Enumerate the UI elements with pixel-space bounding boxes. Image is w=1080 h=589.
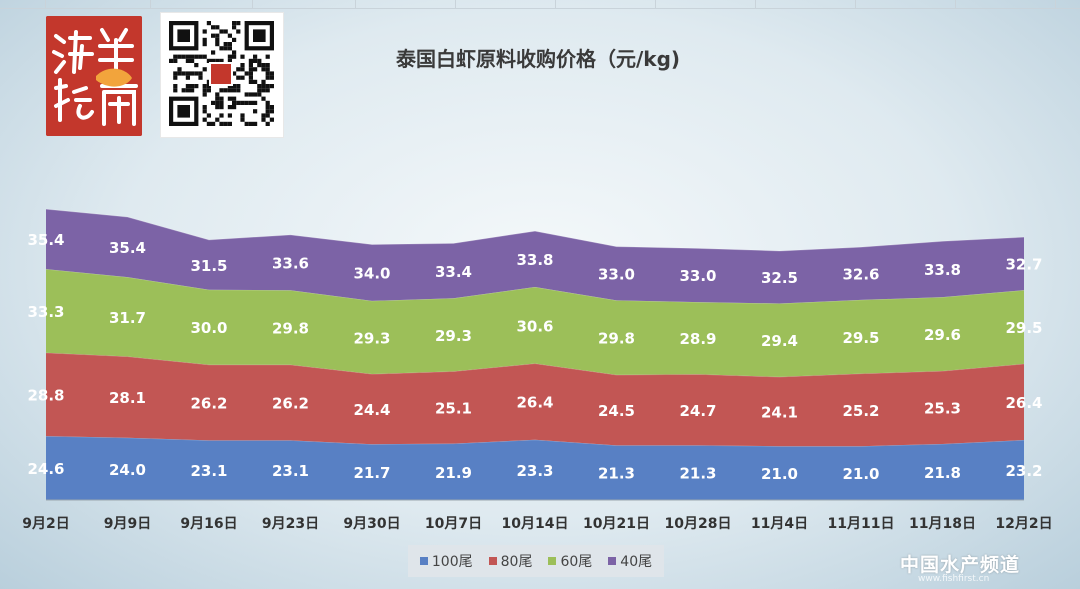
x-tick-label-6: 10月14日 (502, 516, 569, 532)
data-label-s1-12: 26.4 (1005, 394, 1042, 412)
legend-swatch-80 (488, 557, 497, 565)
legend-label-100: 100尾 (431, 554, 473, 570)
x-tick-label-12: 12月2日 (995, 516, 1052, 532)
chart-legend: 100尾 80尾 60尾 40尾 (408, 545, 664, 577)
x-tick-label-4: 9月30日 (343, 516, 400, 532)
data-label-s2-4: 29.3 (353, 329, 390, 347)
data-label-s0-9: 21.0 (761, 465, 798, 483)
data-label-s3-0: 35.4 (27, 231, 64, 249)
data-label-s3-3: 33.6 (272, 255, 309, 273)
data-label-s2-12: 29.5 (1005, 319, 1042, 337)
area-edge-3 (45, 208, 1025, 252)
area-series-group (45, 208, 1025, 500)
x-tick-label-1: 9月9日 (104, 516, 151, 532)
legend-label-40: 40尾 (620, 554, 653, 570)
data-label-s3-2: 31.5 (190, 257, 227, 275)
data-label-s1-7: 24.5 (598, 402, 635, 420)
legend-item-100: 100尾 (419, 551, 473, 571)
area-series-3 (46, 209, 1024, 304)
data-label-s1-11: 25.3 (924, 400, 961, 418)
data-label-s0-6: 23.3 (516, 462, 553, 480)
legend-item-40: 40尾 (608, 551, 652, 571)
x-tick-label-5: 10月7日 (425, 516, 482, 532)
x-tick-label-8: 10月28日 (665, 516, 732, 532)
data-label-s0-8: 21.3 (679, 465, 716, 483)
data-label-s0-12: 23.2 (1005, 462, 1042, 480)
data-label-s0-0: 24.6 (27, 460, 64, 478)
x-tick-label-0: 9月2日 (22, 516, 69, 532)
data-label-s1-2: 26.2 (190, 395, 227, 413)
data-label-s2-9: 29.4 (761, 332, 798, 350)
data-labels-group: 24.6 24.0 23.1 23.1 21.7 21.9 23.3 21.3 21.3 21.0… (27, 231, 1042, 483)
data-label-s3-5: 33.4 (435, 263, 472, 281)
data-label-s2-7: 29.8 (598, 330, 635, 348)
data-label-s0-11: 21.8 (924, 464, 961, 482)
data-label-s0-5: 21.9 (435, 464, 472, 482)
data-label-s1-5: 25.1 (435, 400, 472, 418)
top-spreadsheet-border (0, 0, 1080, 9)
x-tick-label-3: 9月23日 (262, 516, 319, 532)
legend-item-60: 60尾 (548, 551, 592, 571)
legend-label-80: 80尾 (500, 554, 533, 570)
data-label-s3-6: 33.8 (516, 251, 553, 269)
data-label-s3-7: 33.0 (598, 265, 635, 283)
data-label-s3-8: 33.0 (679, 267, 716, 285)
data-label-s3-12: 32.7 (1005, 256, 1042, 274)
legend-swatch-60 (548, 557, 557, 565)
x-tick-label-7: 10月21日 (583, 516, 650, 532)
data-label-s1-6: 26.4 (516, 394, 553, 412)
legend-swatch-100 (419, 557, 428, 565)
data-label-s1-8: 24.7 (679, 402, 716, 420)
data-label-s0-10: 21.0 (842, 465, 879, 483)
x-tick-label-2: 9月16日 (180, 516, 237, 532)
x-tick-label-10: 11月11日 (828, 516, 895, 532)
chart-title: 泰国白虾原料收购价格（元/kg) (395, 47, 680, 71)
brand-logo (46, 16, 142, 136)
data-label-s3-9: 32.5 (761, 269, 798, 287)
area-series-2 (46, 269, 1024, 377)
data-label-s2-11: 29.6 (924, 326, 961, 344)
area-series-0 (46, 436, 1024, 500)
data-label-s2-2: 30.0 (190, 319, 227, 337)
watermark-url: www.fishfirst.cn (918, 574, 990, 584)
data-label-s0-3: 23.1 (272, 462, 309, 480)
data-label-s1-3: 26.2 (272, 395, 309, 413)
area-series-1 (46, 352, 1024, 447)
x-tick-label-11: 11月18日 (909, 516, 976, 532)
legend-item-80: 80尾 (488, 551, 533, 571)
data-label-s0-7: 21.3 (598, 465, 635, 483)
watermark-text: 中国水产频道 (900, 554, 1021, 576)
data-label-s0-2: 23.1 (190, 462, 227, 480)
x-axis: 9月2日 9月9日 9月16日 9月23日 9月30日 10月7日 10月14日 10月21日… (22, 499, 1053, 532)
qr-code (160, 12, 284, 138)
data-label-s2-6: 30.6 (516, 317, 553, 335)
data-label-s1-10: 25.2 (842, 402, 879, 420)
data-label-s3-4: 34.0 (353, 265, 390, 283)
legend-swatch-40 (608, 557, 617, 565)
data-label-s2-1: 31.7 (109, 309, 146, 327)
data-label-s1-0: 28.8 (27, 386, 64, 404)
data-label-s2-3: 29.8 (272, 319, 309, 337)
x-tick-label-9: 11月4日 (751, 516, 808, 532)
data-label-s2-0: 33.3 (27, 303, 64, 321)
data-label-s0-1: 24.0 (109, 461, 146, 479)
data-label-s1-4: 24.4 (353, 401, 390, 419)
data-label-s1-9: 24.1 (761, 404, 798, 422)
data-label-s3-11: 33.8 (924, 261, 961, 279)
data-label-s3-10: 32.6 (842, 266, 879, 284)
data-label-s2-10: 29.5 (842, 329, 879, 347)
legend-label-60: 60尾 (560, 554, 593, 570)
data-label-s0-4: 21.7 (353, 464, 390, 482)
data-label-s2-5: 29.3 (435, 327, 472, 345)
data-label-s2-8: 28.9 (679, 330, 716, 348)
data-label-s3-1: 35.4 (109, 239, 146, 257)
data-label-s1-1: 28.1 (109, 389, 146, 407)
